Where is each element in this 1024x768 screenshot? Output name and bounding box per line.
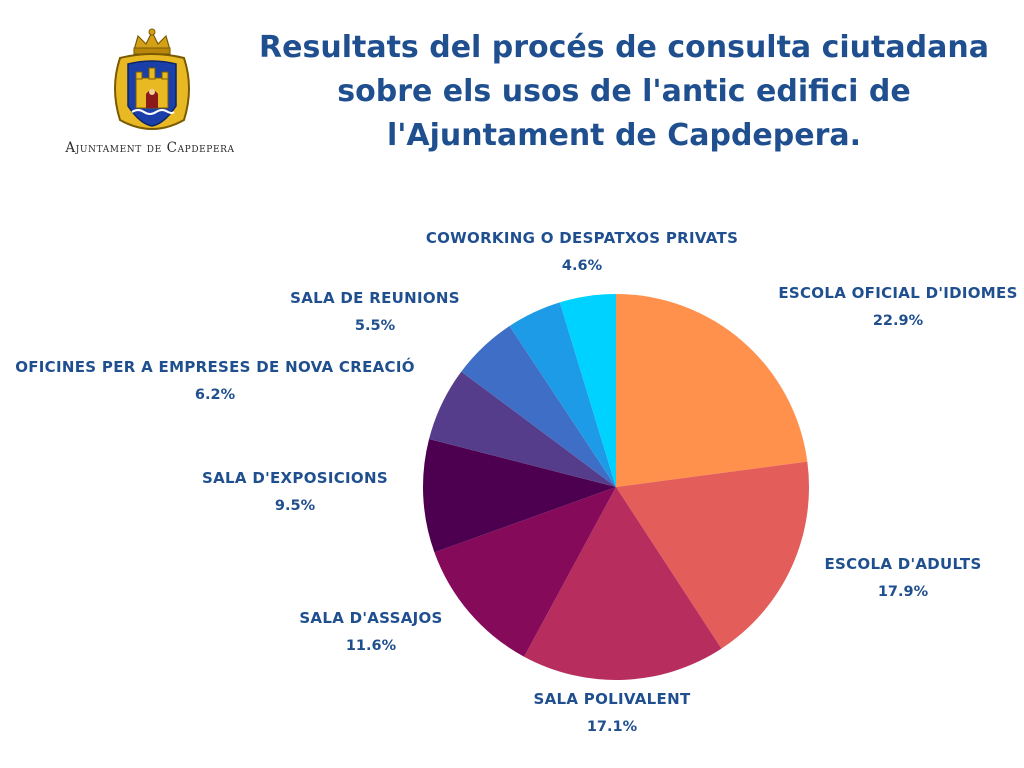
- slice-value-label: 22.9%: [873, 313, 924, 329]
- pie-slice: [461, 326, 616, 487]
- slice-label: ESCOLA D'ADULTS: [824, 555, 981, 573]
- slice-value-label: 11.6%: [346, 638, 397, 654]
- slice-label: OFICINES PER A EMPRESES DE NOVA CREACIÓ: [15, 357, 415, 376]
- pie-slice: [616, 461, 809, 649]
- pie-slice: [422, 439, 616, 553]
- slice-value-label: 17.1%: [587, 719, 638, 735]
- slice-label: SALA POLIVALENT: [534, 690, 691, 708]
- pie-slice: [559, 294, 616, 487]
- logo: Ajuntament de Capdepera: [30, 28, 270, 163]
- slice-label: COWORKING O DESPATXOS PRIVATS: [426, 229, 738, 247]
- pie-labels: ESCOLA OFICIAL D'IDIOMES 22.9% ESCOLA D'AD…: [15, 229, 1017, 735]
- slice-label: SALA DE REUNIONS: [290, 289, 460, 307]
- slice-value-label: 9.5%: [275, 498, 316, 514]
- coat-of-arms-icon: [114, 28, 190, 130]
- slice-label: ESCOLA OFICIAL D'IDIOMES: [778, 284, 1017, 302]
- slice-value-label: 5.5%: [355, 318, 396, 334]
- pie-slices: [422, 294, 809, 680]
- pie-slice: [524, 487, 722, 680]
- slice-value-label: 6.2%: [195, 387, 236, 403]
- slice-value-label: 17.9%: [878, 584, 929, 600]
- pie-slice: [434, 487, 616, 657]
- slice-label: SALA D'ASSAJOS: [299, 609, 442, 627]
- pie-slice: [509, 302, 616, 487]
- page-title: Resultats del procés de consulta ciutada…: [259, 30, 989, 153]
- slice-value-label: 4.6%: [562, 258, 603, 274]
- pie-slice: [429, 371, 616, 487]
- pie-slice: [616, 294, 808, 487]
- logo-text: Ajuntament de Capdepera: [65, 140, 235, 156]
- slice-label: SALA D'EXPOSICIONS: [202, 469, 388, 487]
